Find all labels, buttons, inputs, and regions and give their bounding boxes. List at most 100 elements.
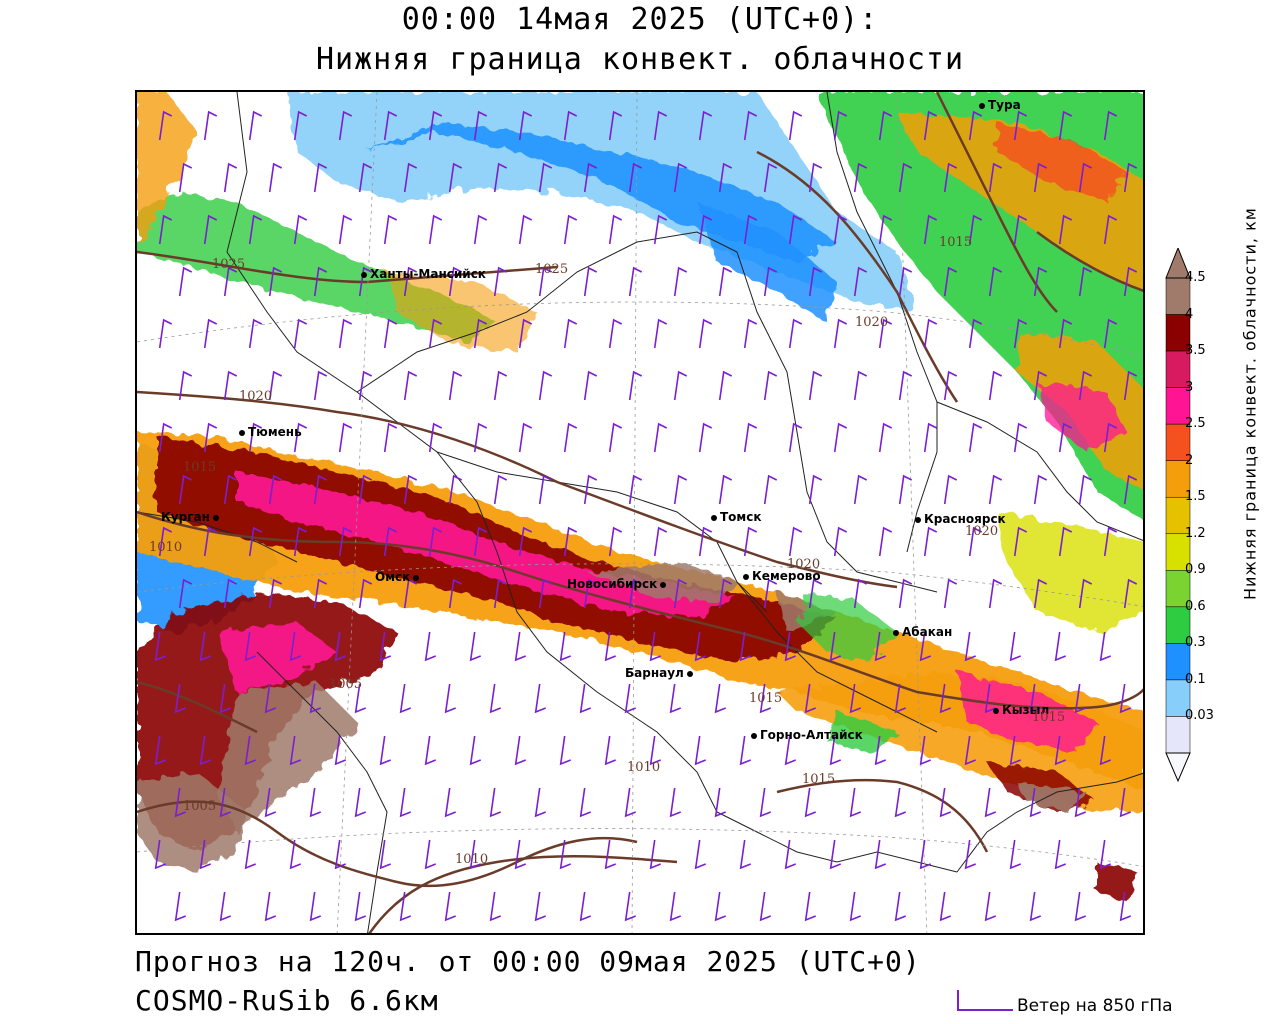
wind-barb	[939, 683, 951, 714]
wind-barb	[898, 370, 913, 401]
wind-barb	[448, 578, 463, 609]
wind-barb	[219, 787, 231, 818]
wind-barb	[698, 214, 713, 245]
wind-barb	[1074, 787, 1086, 818]
wind-barb	[763, 578, 778, 609]
wind-barb	[784, 839, 796, 870]
wind-barb	[248, 110, 263, 141]
wind-barb	[829, 735, 841, 766]
wind-barb	[968, 214, 983, 245]
wind-barb	[309, 891, 321, 922]
wind-barb	[248, 214, 263, 245]
wind-barb	[669, 787, 681, 818]
wind-barb	[579, 683, 591, 714]
wind-barb	[354, 683, 366, 714]
wind-barb	[469, 735, 481, 766]
wind-barb	[628, 370, 643, 401]
wind-barb	[538, 474, 553, 505]
map-title-datetime: 00:00 14мая 2025 (UTC+0):	[401, 2, 879, 37]
wind-barb	[489, 683, 501, 714]
wind-barb	[923, 422, 938, 453]
wind-barb	[968, 318, 983, 349]
wind-barb	[289, 631, 301, 662]
wind-barb	[669, 683, 681, 714]
wind-barb	[338, 422, 353, 453]
wind-barb	[1009, 631, 1021, 662]
isobar-label: 1005	[183, 799, 217, 814]
isobar-label: 1025	[535, 262, 569, 277]
wind-barb	[473, 422, 488, 453]
wind-barb	[743, 422, 758, 453]
wind-barb	[1058, 422, 1073, 453]
colorbar-tick-label: 0.9	[1185, 562, 1206, 578]
wind-barb	[448, 370, 463, 401]
wind-barb	[493, 266, 508, 297]
wind-barb	[878, 318, 893, 349]
wind-barb	[559, 839, 571, 870]
wind-barb	[358, 578, 373, 609]
wind-barb	[1103, 214, 1118, 245]
wind-barb	[563, 318, 578, 349]
model-name: COSMO-RuSib 6.6км	[135, 984, 439, 1017]
wind-barb	[898, 266, 913, 297]
city-label: Ханты-Мансийск	[361, 267, 486, 281]
wind-barb	[784, 631, 796, 662]
wind-barb	[1078, 266, 1093, 297]
wind-barb	[964, 839, 976, 870]
forecast-map: Тура Ханты-Мансийск Тюмень Курган Омск Н…	[135, 90, 1145, 935]
wind-barb	[583, 474, 598, 505]
wind-barb	[919, 735, 931, 766]
wind-barb	[943, 162, 958, 193]
wind-barb	[669, 891, 681, 922]
wind-barb	[878, 526, 893, 557]
wind-barb	[788, 110, 803, 141]
wind-barb	[223, 266, 238, 297]
wind-barb	[313, 578, 328, 609]
wind-barb	[473, 110, 488, 141]
wind-barb	[1058, 214, 1073, 245]
wind-barb	[833, 422, 848, 453]
wind-barb	[833, 526, 848, 557]
wind-barb	[1123, 266, 1138, 297]
forecast-info: Прогноз на 120ч. от 00:00 09мая 2025 (UT…	[135, 945, 921, 978]
wind-barb	[338, 526, 353, 557]
wind-barb	[244, 839, 256, 870]
wind-barbs	[154, 110, 1138, 922]
wind-barb	[804, 683, 816, 714]
wind-barb	[968, 110, 983, 141]
wind-barb	[473, 526, 488, 557]
colorbar-segment	[1165, 350, 1191, 388]
city-label: Омск	[375, 570, 422, 584]
wind-barb	[1123, 578, 1138, 609]
wind-barb	[714, 683, 726, 714]
wind-barb	[518, 526, 533, 557]
colorbar-tick-label: 2	[1185, 452, 1194, 468]
isobar-label: 1010	[627, 760, 661, 775]
wind-barb	[628, 474, 643, 505]
wind-barb	[988, 162, 1003, 193]
colorbar-segment	[1165, 716, 1191, 754]
wind-barb	[878, 110, 893, 141]
wind-barb	[174, 683, 186, 714]
wind-barb	[154, 735, 166, 766]
wind-barb	[759, 787, 771, 818]
wind-barb	[1074, 891, 1086, 922]
wind-barb	[808, 578, 823, 609]
wind-barb	[608, 422, 623, 453]
wind-barb	[923, 526, 938, 557]
wind-barb	[158, 318, 173, 349]
wind-barb	[1054, 839, 1066, 870]
city-label: Кемерово	[743, 569, 821, 583]
wind-barb	[968, 526, 983, 557]
city-label: Красноярск	[915, 512, 1006, 526]
wind-barb	[919, 839, 931, 870]
colorbar-segment	[1165, 423, 1191, 461]
wind-barb	[223, 370, 238, 401]
wind-barb	[898, 162, 913, 193]
wind-barb	[313, 474, 328, 505]
wind-barb	[289, 839, 301, 870]
wind-legend: Ветер на 850 гПа	[955, 988, 1215, 1018]
wind-barb	[833, 214, 848, 245]
wind-barb	[849, 891, 861, 922]
wind-barb	[649, 839, 661, 870]
